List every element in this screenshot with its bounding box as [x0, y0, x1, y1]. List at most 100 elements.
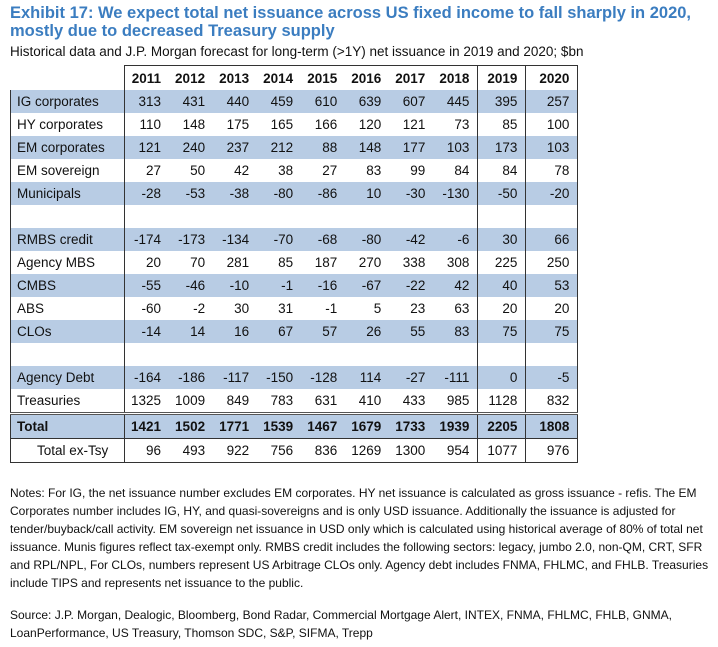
value-cell: 1077 — [477, 438, 526, 463]
net-issuance-table: 2011 2012 2013 2014 2015 2016 2017 2018 2019 2020… — [10, 65, 579, 463]
column-header-2017: 2017 — [389, 65, 434, 90]
value-cell: -22 — [389, 274, 434, 297]
value-cell: 50 — [190, 163, 206, 178]
row-label: Agency MBS — [10, 251, 125, 274]
value-cell: 1009 — [175, 393, 206, 408]
value-cell: 27 — [322, 163, 338, 178]
value-cell: 445 — [433, 90, 478, 113]
value-cell: 756 — [257, 438, 302, 463]
value-cell: 431 — [169, 90, 214, 113]
value-cell: 20 — [124, 251, 170, 274]
row-label: Total — [10, 412, 125, 439]
value-cell: 14 — [169, 320, 214, 343]
value-cell: 75 — [477, 320, 526, 343]
value-cell: -80 — [257, 182, 302, 205]
value-cell: 459 — [257, 90, 302, 113]
row-label: CMBS — [10, 274, 125, 297]
table-row: IG corporates 313 431 440 459 610 639 607 445 395… — [10, 90, 579, 113]
column-header-2016: 2016 — [345, 65, 390, 90]
value-cell: -42 — [389, 228, 434, 251]
value-cell: 20 — [525, 297, 579, 320]
spacer-cell — [477, 205, 526, 228]
table-row: Treasuries 1325 1009 849 783 631 410 433 985 1128… — [10, 389, 579, 414]
value-cell: 250 — [525, 251, 579, 274]
value-cell: 631 — [314, 393, 338, 408]
value-cell: 148 — [345, 136, 390, 159]
value-cell: 237 — [213, 136, 258, 159]
value-cell: 31 — [278, 301, 294, 316]
spacer-cell — [10, 343, 125, 366]
value-cell: -28 — [124, 182, 170, 205]
value-cell: 212 — [257, 136, 302, 159]
spacer-cell — [389, 343, 433, 366]
value-cell: 85 — [278, 255, 294, 270]
row-label: HY corporates — [10, 113, 125, 136]
value-cell: 67 — [257, 320, 302, 343]
value-cell: 395 — [477, 90, 526, 113]
value-cell: 30 — [234, 301, 250, 316]
spacer-cell — [124, 343, 170, 366]
value-cell: -60 — [124, 297, 170, 320]
value-cell: 0 — [477, 366, 526, 389]
value-cell: -6 — [433, 228, 478, 251]
value-cell: 257 — [525, 90, 579, 113]
value-cell: 173 — [477, 136, 526, 159]
value-cell: -150 — [257, 366, 302, 389]
value-cell: 270 — [358, 255, 382, 270]
spacer-cell — [477, 343, 526, 366]
spacer-cell — [169, 343, 213, 366]
table-row: HY corporates 110 148 175 165 166 120 121 73 85 10… — [10, 113, 579, 136]
column-header-2019: 2019 — [477, 65, 526, 90]
table-row: EM sovereign 27 50 42 38 27 83 99 84 84 78 — [10, 159, 579, 182]
spacer-cell — [213, 343, 257, 366]
value-cell: 10 — [345, 182, 390, 205]
value-cell: -1 — [257, 274, 302, 297]
value-cell: -10 — [213, 274, 258, 297]
spacer-cell — [213, 205, 257, 228]
spacer-cell — [525, 343, 579, 366]
value-cell: 1771 — [213, 412, 258, 439]
value-cell: 783 — [270, 393, 294, 408]
value-cell: -5 — [525, 366, 579, 389]
column-header-2012: 2012 — [169, 65, 214, 90]
value-cell: 836 — [301, 438, 346, 463]
value-cell: -30 — [389, 182, 434, 205]
spacer-cell — [433, 343, 478, 366]
spacer-cell — [169, 205, 213, 228]
spacer-cell — [10, 205, 125, 228]
header-label-cell — [11, 66, 125, 91]
exhibit-subtitle: Historical data and J.P. Morgan forecast… — [10, 44, 584, 59]
spacer-row — [10, 343, 579, 366]
spacer-cell — [525, 205, 579, 228]
value-cell: 99 — [410, 163, 426, 178]
value-cell: -38 — [213, 182, 258, 205]
value-cell: 1808 — [525, 412, 579, 439]
value-cell: -14 — [124, 320, 170, 343]
value-cell: 73 — [454, 117, 470, 132]
value-cell: 493 — [169, 438, 214, 463]
value-cell: 66 — [525, 228, 579, 251]
value-cell: 78 — [525, 159, 579, 182]
value-cell: 121 — [402, 117, 426, 132]
value-cell: -70 — [257, 228, 302, 251]
notes: Notes: For IG, the net issuance number e… — [10, 486, 709, 590]
value-cell: 83 — [366, 163, 382, 178]
value-cell: 20 — [477, 297, 526, 320]
value-cell: 177 — [389, 136, 434, 159]
value-cell: 1502 — [169, 412, 214, 439]
value-cell: 83 — [433, 320, 478, 343]
value-cell: 53 — [525, 274, 579, 297]
value-cell: 1539 — [257, 412, 302, 439]
value-cell: 1269 — [345, 438, 390, 463]
value-cell: -111 — [433, 366, 478, 389]
value-cell: -2 — [193, 301, 206, 316]
spacer-cell — [257, 343, 301, 366]
spacer-cell — [389, 205, 433, 228]
value-cell: 849 — [226, 393, 250, 408]
header-row: 2011 2012 2013 2014 2015 2016 2017 2018 2019 2020 — [11, 65, 579, 91]
value-cell: -86 — [301, 182, 346, 205]
value-cell: 23 — [410, 301, 426, 316]
value-cell: 639 — [345, 90, 390, 113]
spacer-cell — [345, 205, 389, 228]
value-cell: 175 — [226, 117, 250, 132]
